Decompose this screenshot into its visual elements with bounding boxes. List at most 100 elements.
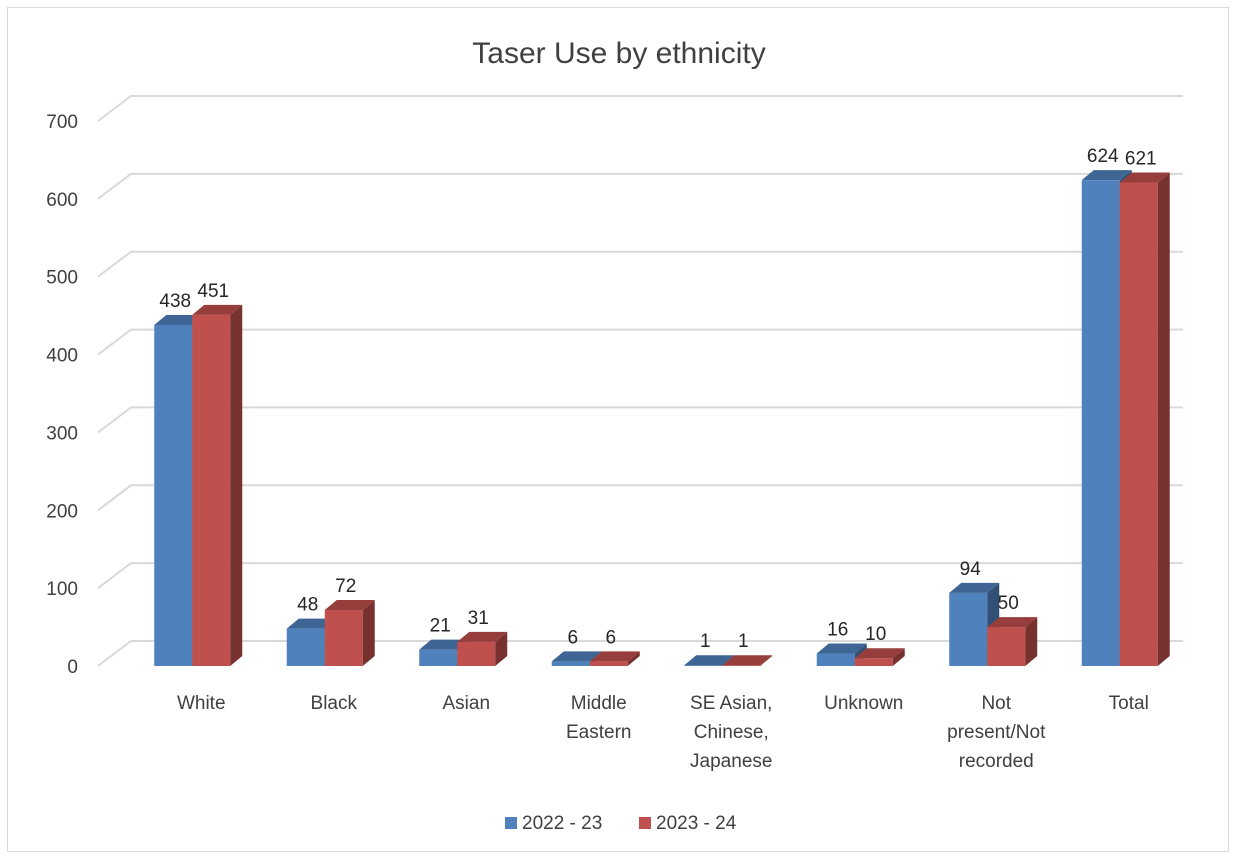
data-label: 438 — [159, 291, 191, 312]
bar-top — [816, 643, 867, 654]
data-label: 1 — [738, 631, 749, 652]
legend-item: 2022 - 23 — [505, 813, 602, 834]
x-category-line: recorded — [959, 751, 1034, 772]
x-category-line: Unknown — [824, 693, 903, 714]
data-label: 6 — [605, 627, 616, 648]
bar-top — [551, 651, 602, 662]
gridline — [97, 640, 1183, 667]
y-tick-label: 400 — [46, 346, 78, 367]
bar-front — [286, 628, 325, 666]
legend-item: 2023 - 24 — [639, 813, 737, 834]
chart-frame: 0 100 200 300 400 500 600 700 438 451 48 72 21 31 6 6 1… — [7, 7, 1229, 852]
bar-top — [457, 631, 508, 642]
bar-front — [324, 609, 363, 666]
y-tick-label: 100 — [46, 579, 78, 600]
x-category-label: Not present/Not recorded — [947, 693, 1046, 772]
bar-front — [1119, 182, 1158, 666]
bar-front — [589, 661, 628, 666]
bar — [192, 304, 243, 666]
y-tick-label: 0 — [67, 657, 78, 678]
bar-side — [1157, 172, 1170, 666]
gridline — [97, 328, 1183, 356]
bar — [1119, 172, 1170, 666]
bar-side — [495, 631, 508, 666]
data-label: 31 — [468, 608, 489, 629]
data-label: 16 — [827, 620, 848, 641]
bar-top — [1119, 172, 1170, 183]
bar-top — [722, 655, 773, 666]
bar-top — [987, 617, 1038, 628]
data-label: 6 — [567, 627, 578, 648]
x-category-line: Black — [311, 693, 358, 714]
gridline — [97, 172, 1183, 200]
bar-front — [684, 665, 723, 666]
bar-front — [816, 653, 855, 666]
gridline — [97, 484, 1183, 512]
bar-top — [854, 648, 905, 659]
bar-side — [627, 651, 640, 666]
bar-front — [457, 641, 496, 666]
bar-front — [949, 592, 988, 666]
bar-front — [854, 658, 893, 666]
x-category-line: Asian — [442, 693, 490, 714]
x-category-line: Total — [1109, 693, 1149, 714]
bar — [949, 582, 1000, 666]
bar-top — [192, 304, 243, 315]
legend: 2022 - 23 2023 - 24 — [505, 813, 737, 834]
bar-front — [551, 661, 590, 666]
data-label: 624 — [1087, 146, 1119, 167]
x-category-label: Black — [311, 693, 358, 714]
bar — [457, 631, 508, 666]
x-category-line: SE Asian, — [690, 693, 772, 714]
data-label: 21 — [430, 616, 451, 637]
bar-side — [892, 648, 905, 666]
data-label: 1 — [700, 631, 711, 652]
bar-top — [324, 599, 375, 610]
bars — [154, 170, 1170, 666]
bar — [324, 599, 375, 666]
x-category-label: Total — [1109, 693, 1149, 714]
gridlines — [97, 95, 1183, 667]
data-label: 50 — [998, 593, 1019, 614]
data-label: 48 — [297, 595, 318, 616]
y-tick-label: 500 — [46, 268, 78, 289]
x-category-line: Middle — [571, 693, 627, 714]
bar-front — [1081, 180, 1120, 666]
bar-top — [1081, 170, 1132, 181]
bar-side — [1025, 617, 1038, 666]
bar-side — [760, 655, 773, 666]
bar-top — [286, 618, 337, 629]
x-category-label: Middle Eastern — [566, 693, 631, 743]
bar — [722, 655, 773, 666]
legend-label: 2022 - 23 — [522, 813, 602, 834]
x-category-label: SE Asian, Chinese, Japanese — [690, 693, 772, 772]
chart-title: Taser Use by ethnicity — [472, 37, 765, 70]
bar — [854, 648, 905, 666]
chart-svg: 0 100 200 300 400 500 600 700 438 451 48 72 21 31 6 6 1… — [46, 37, 1183, 834]
bar — [589, 651, 640, 666]
x-category-label: Asian — [442, 693, 490, 714]
bar-front — [154, 324, 193, 666]
gridline — [97, 95, 1183, 122]
x-axis-categories: White Black Asian Middle Eastern SE Asian, Chi… — [177, 693, 1149, 772]
x-category-line: present/Not — [947, 722, 1046, 743]
data-label: 451 — [197, 281, 229, 302]
data-label: 94 — [960, 559, 982, 580]
y-axis-ticks: 0 100 200 300 400 500 600 700 — [46, 112, 78, 678]
y-tick-label: 300 — [46, 423, 78, 444]
legend-swatch — [505, 817, 517, 829]
bar-front — [192, 314, 231, 666]
y-tick-label: 600 — [46, 190, 78, 211]
data-label: 621 — [1125, 149, 1157, 170]
x-category-label: White — [177, 693, 226, 714]
legend-label: 2023 - 24 — [656, 813, 737, 834]
bar — [987, 617, 1038, 666]
bar-top — [949, 582, 1000, 593]
x-category-line: White — [177, 693, 226, 714]
x-category-line: Japanese — [690, 751, 772, 772]
bar-top — [589, 651, 640, 662]
x-category-line: Eastern — [566, 722, 631, 743]
gridline — [97, 250, 1183, 278]
x-category-label: Unknown — [824, 693, 903, 714]
